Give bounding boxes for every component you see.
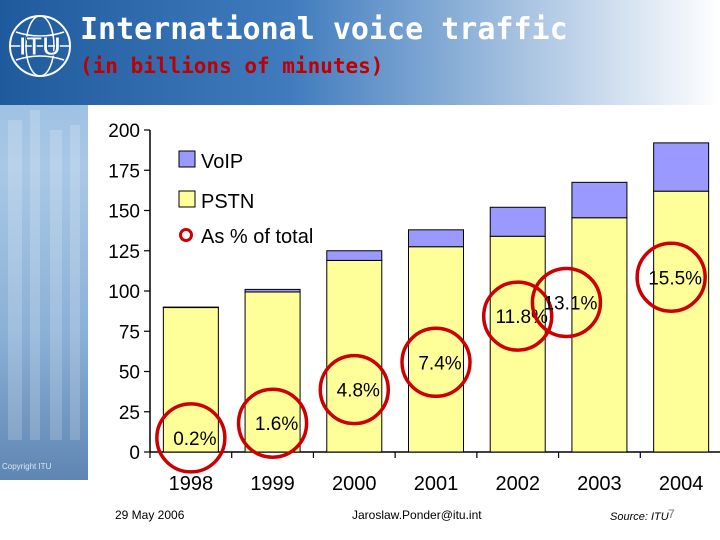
bar-voip-2002	[489, 206, 546, 237]
x-tick-label: 2001	[414, 473, 459, 495]
footer-author-email[interactable]: Jaroslaw.Ponder@itu.int	[352, 508, 482, 522]
itu-logo-icon: ITU	[9, 15, 71, 77]
share-marker-1999	[236, 387, 309, 459]
share-label-2001: 7.4%	[418, 353, 461, 374]
x-tick-label: 2000	[332, 473, 377, 495]
share-label-1998: 0.2%	[173, 429, 216, 450]
share-label-2004: 15.5%	[648, 268, 702, 289]
copyright-text: Copyright ITU	[2, 462, 52, 471]
x-tick-label: 2004	[659, 473, 704, 495]
y-tick-label: 50	[119, 363, 140, 384]
share-marker-2001	[400, 326, 472, 399]
legend-label: As % of total	[201, 226, 313, 248]
legend-swatch-pstn	[178, 190, 196, 208]
y-tick-label: 75	[119, 322, 140, 343]
bar-voip-2003	[571, 181, 628, 219]
logo-text: ITU	[19, 31, 61, 61]
y-tick-label: 150	[108, 202, 140, 223]
y-tick-label: 100	[108, 282, 140, 303]
bar-pstn-1999	[244, 291, 301, 453]
bar-pstn-1998	[162, 306, 219, 453]
footer-source: Source: ITU	[610, 511, 669, 523]
x-tick-label: 2003	[577, 473, 622, 495]
share-label-1999: 1.6%	[255, 414, 298, 435]
bar-pstn-2001	[408, 246, 464, 453]
bar-voip-2001	[408, 229, 464, 248]
share-label-2003: 13.1%	[543, 293, 597, 314]
y-tick-label: 200	[108, 121, 140, 142]
bar-voip-2000	[326, 250, 383, 261]
page-title: International voice traffic	[80, 12, 568, 47]
bar-voip-1998	[162, 306, 219, 309]
page-subtitle: (in billions of minutes)	[80, 54, 384, 78]
x-tick-label: 1999	[250, 473, 295, 495]
bar-voip-1999	[244, 288, 301, 293]
y-tick-label: 125	[108, 242, 140, 263]
x-tick-label: 1998	[169, 473, 214, 495]
page-number: 7	[668, 507, 675, 521]
y-tick-label: 0	[129, 443, 140, 464]
footer-date: 29 May 2006	[115, 508, 185, 522]
legend-swatch-share	[179, 228, 193, 242]
share-marker-2000	[318, 353, 391, 426]
slide-header: ITU International voice traffic (in bill…	[0, 0, 720, 105]
bar-pstn-2004	[653, 190, 710, 453]
share-marker-1998	[155, 402, 227, 474]
y-tick-label: 25	[119, 403, 140, 424]
share-marker-2004	[635, 241, 707, 313]
share-marker-2003	[530, 266, 603, 339]
legend-swatch-voip	[178, 150, 196, 168]
legend-label: VoIP	[201, 151, 243, 173]
share-marker-2002	[481, 280, 554, 352]
share-label-2000: 4.8%	[337, 381, 380, 402]
bar-voip-2004	[653, 142, 710, 192]
legend-label: PSTN	[201, 191, 254, 213]
x-tick-label: 2002	[495, 473, 540, 495]
y-tick-label: 175	[108, 161, 140, 182]
